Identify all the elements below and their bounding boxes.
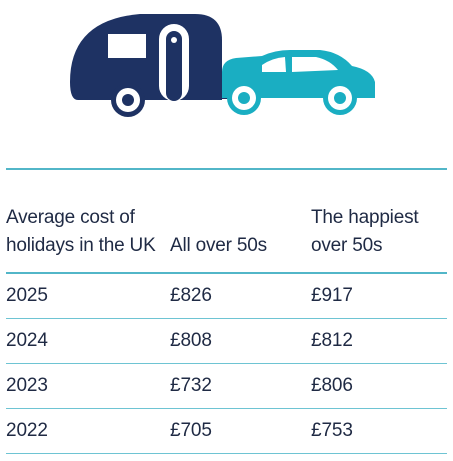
row-all-over-50s-cost: £732	[170, 375, 212, 396]
row-happiest-cost: £812	[311, 330, 353, 351]
row-divider	[6, 453, 447, 454]
table-top-rule	[6, 168, 447, 170]
caravan-car-icon	[70, 14, 375, 117]
row-all-over-50s-cost: £705	[170, 420, 212, 441]
row-year: 2025	[6, 285, 48, 306]
holiday-cost-table: Average cost of holidays in the UK All o…	[6, 168, 447, 454]
table-header-rule	[6, 272, 447, 274]
table-row: 2024 £808 £812	[6, 319, 447, 363]
header-all-over-50s: All over 50s	[170, 235, 267, 256]
header-happiest-over-50s: The happiest over 50s	[311, 207, 419, 256]
row-year: 2023	[6, 375, 48, 396]
row-happiest-cost: £917	[311, 285, 353, 306]
row-year: 2022	[6, 420, 48, 441]
row-divider	[6, 363, 447, 364]
table-row: 2025 £826 £917	[6, 274, 447, 318]
table-row: 2022 £705 £753	[6, 409, 447, 453]
row-happiest-cost: £806	[311, 375, 353, 396]
row-all-over-50s-cost: £826	[170, 285, 212, 306]
row-all-over-50s-cost: £808	[170, 330, 212, 351]
row-year: 2024	[6, 330, 48, 351]
table-header-row: Average cost of holidays in the UK All o…	[6, 170, 447, 272]
row-happiest-cost: £753	[311, 420, 353, 441]
header-average-cost: Average cost of holidays in the UK	[6, 207, 156, 256]
table-row: 2023 £732 £806	[6, 364, 447, 408]
row-divider	[6, 408, 447, 409]
row-divider	[6, 318, 447, 319]
